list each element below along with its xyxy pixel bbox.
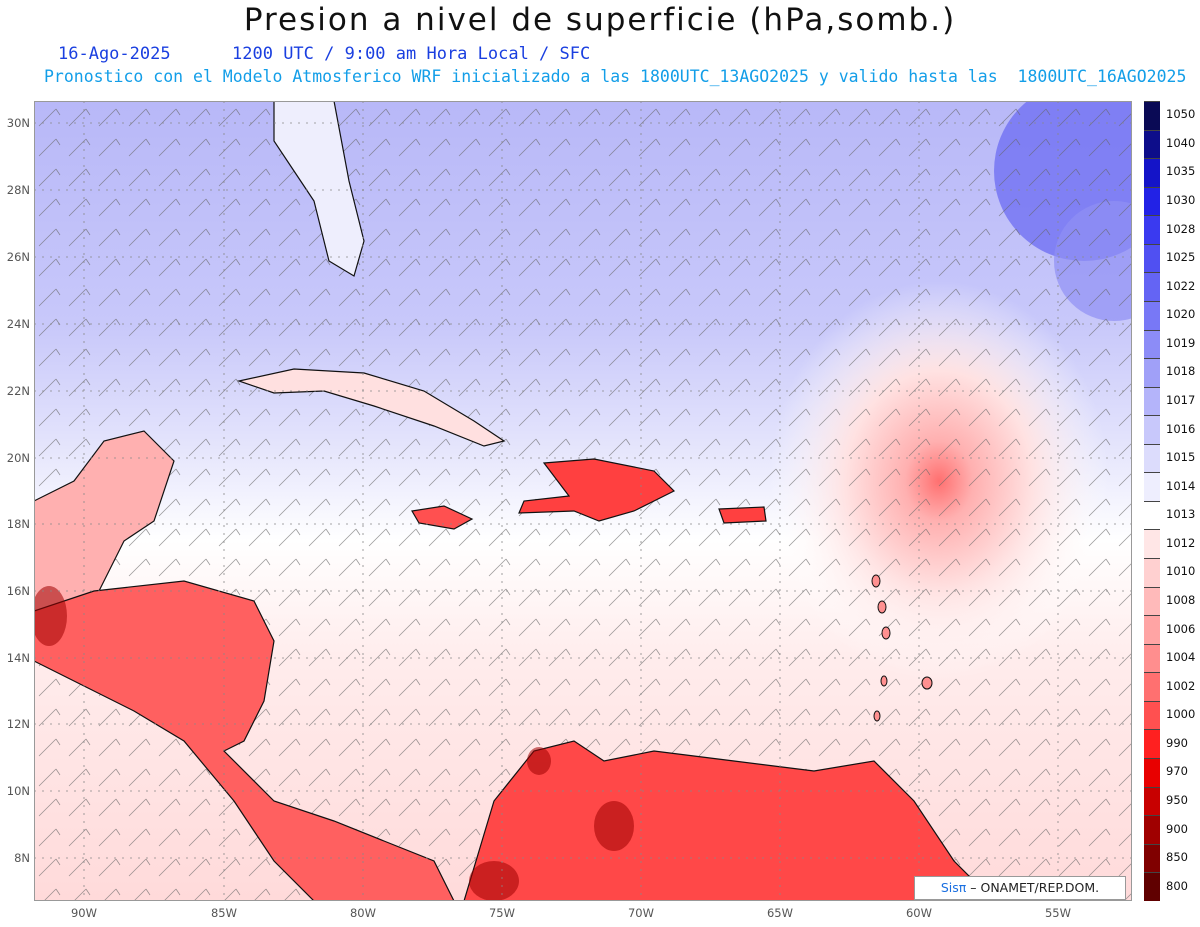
colorbar-swatch: [1144, 443, 1160, 473]
colorbar-label: 1014: [1166, 478, 1196, 493]
colorbar-label: 800: [1166, 878, 1188, 893]
colorbar-label: 1008: [1166, 593, 1196, 607]
colorbar-swatch: [1144, 700, 1160, 730]
colorbar-label: 1013: [1166, 507, 1196, 522]
florida: [273, 101, 365, 277]
lat-label: 28N: [6, 183, 30, 197]
central-america: [34, 580, 455, 901]
colorbar-swatch: [1144, 472, 1160, 501]
lat-label: 18N: [6, 517, 30, 531]
colorbar-label: 1028: [1166, 221, 1196, 236]
colorbar-label: 1012: [1166, 535, 1196, 550]
colorbar-label: 970: [1166, 764, 1188, 779]
lat-label: 14N: [6, 651, 30, 665]
colorbar-label: 1025: [1166, 250, 1196, 265]
colorbar-label: 1035: [1166, 164, 1196, 179]
graticule: [34, 101, 1132, 901]
colorbar-swatch: [1144, 272, 1160, 301]
colorbar-label: 1015: [1166, 450, 1196, 465]
puerto-rico: [718, 506, 767, 524]
colorbar-swatch: [1144, 643, 1160, 673]
jamaica: [411, 505, 474, 530]
colorbar-swatch: [1144, 500, 1160, 530]
colorbar: [1144, 101, 1160, 901]
lat-label: 22N: [6, 384, 30, 398]
deep-red-highs: [34, 586, 634, 901]
lon-label: 60W: [905, 906, 932, 920]
colorbar-label: 1018: [1166, 364, 1196, 379]
forecast-time: 1200 UTC / 9:00 am Hora Local / SFC: [232, 44, 591, 64]
colorbar-swatch: [1144, 215, 1160, 244]
lat-label: 24N: [6, 317, 30, 331]
colorbar-swatch: [1144, 786, 1160, 816]
colorbar-swatch: [1144, 101, 1160, 130]
colorbar-swatch: [1144, 615, 1160, 644]
credit-text: – ONAMET/REP.DOM.: [966, 880, 1100, 895]
lon-label: 90W: [70, 906, 97, 920]
lat-label: 10N: [6, 784, 30, 798]
colorbar-label: 990: [1166, 735, 1188, 750]
landmasses: [34, 101, 995, 901]
colorbar-label: 1016: [1166, 421, 1196, 436]
colorbar-label: 1020: [1166, 307, 1196, 322]
colorbar-swatch: [1144, 358, 1160, 387]
colorbar-label: 900: [1166, 821, 1188, 836]
colorbar-label: 1000: [1166, 707, 1196, 722]
colorbar-swatch: [1144, 186, 1160, 216]
lat-label: 12N: [6, 717, 30, 731]
colorbar-label: 1002: [1166, 678, 1196, 693]
lat-label: 30N: [6, 116, 30, 130]
colorbar-label: 1022: [1166, 278, 1196, 293]
colorbar-swatch: [1144, 757, 1160, 787]
colorbar-swatch: [1144, 558, 1160, 587]
colorbar-label: 1030: [1166, 193, 1196, 207]
lon-label: 55W: [1044, 906, 1071, 920]
forecast-date-time: 16-Ago-2025 1200 UTC / 9:00 am Hora Loca…: [58, 44, 590, 64]
colorbar-swatch: [1144, 243, 1160, 273]
colorbar-label: 1019: [1166, 335, 1196, 350]
forecast-date: 16-Ago-2025: [58, 44, 171, 64]
map-title: Presion a nivel de superficie (hPa,somb.…: [243, 2, 957, 38]
colorbar-swatch: [1144, 129, 1160, 159]
lat-label: 8N: [14, 851, 30, 865]
lesser-antilles: [871, 574, 933, 722]
hispaniola: [518, 458, 676, 522]
map-frame: [34, 101, 1132, 901]
lon-label: 65W: [766, 906, 793, 920]
pressure-map: [34, 101, 1132, 901]
colorbar-swatch: [1144, 415, 1160, 444]
lon-label: 85W: [210, 906, 237, 920]
colorbar-swatch: [1144, 729, 1160, 758]
colorbar-swatch: [1144, 529, 1160, 558]
lat-label: 16N: [6, 584, 30, 598]
colorbar-label: 1050: [1166, 107, 1196, 122]
colorbar-label: 1006: [1166, 621, 1196, 636]
credit-box: Sisπ – ONAMET/REP.DOM.: [914, 876, 1126, 900]
colorbar-swatch: [1144, 843, 1160, 873]
credit-logo: Sisπ: [940, 880, 967, 895]
colorbar-label: 1010: [1166, 564, 1196, 579]
colorbar-label: 1004: [1166, 650, 1196, 665]
lon-label: 75W: [488, 906, 515, 920]
colorbar-swatch: [1144, 586, 1160, 616]
colorbar-label: 950: [1166, 793, 1188, 807]
lat-label: 26N: [6, 250, 30, 264]
colorbar-label: 1040: [1166, 135, 1196, 150]
colorbar-swatch: [1144, 815, 1160, 844]
colorbar-swatch: [1144, 872, 1160, 901]
lon-label: 70W: [627, 906, 654, 920]
colorbar-swatch: [1144, 386, 1160, 416]
lat-label: 20N: [6, 451, 30, 465]
colorbar-swatch: [1144, 300, 1160, 330]
lon-label: 80W: [349, 906, 376, 920]
colorbar-label: 1017: [1166, 393, 1196, 407]
colorbar-label: 850: [1166, 850, 1188, 865]
colorbar-swatch: [1144, 329, 1160, 359]
colorbar-swatch: [1144, 672, 1160, 701]
model-info: Pronostico con el Modelo Atmosferico WRF…: [44, 67, 1187, 86]
colorbar-swatch: [1144, 158, 1160, 187]
